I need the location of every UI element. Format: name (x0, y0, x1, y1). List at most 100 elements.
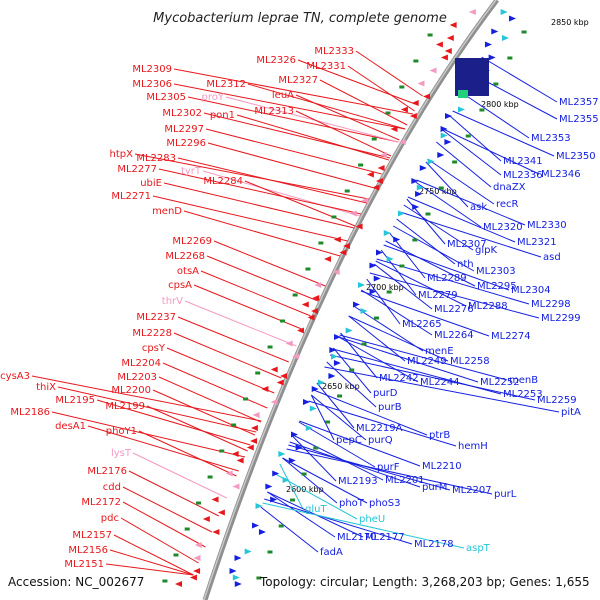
plus-strand-gene-27[interactable] (444, 139, 452, 145)
plus-strand-gene-24[interactable] (440, 126, 448, 132)
gene-label-ml2306[interactable]: ML2306 (132, 79, 172, 90)
gene-label-ml2237[interactable]: ML2237 (136, 312, 176, 323)
gene-label-ml2303[interactable]: ML2303 (476, 266, 516, 277)
minus-strand-gene-3[interactable] (449, 22, 457, 28)
gene-label-ml2309[interactable]: ML2309 (132, 64, 172, 75)
gene-label-ml2276[interactable]: ML2276 (434, 304, 474, 315)
gene-label-ml2176[interactable]: ML2176 (87, 466, 127, 477)
gene-label-ml2177[interactable]: ML2177 (365, 532, 405, 543)
minus-strand-gene-63[interactable] (311, 308, 319, 314)
minus-strand-gene-116[interactable] (175, 581, 183, 587)
gene-label-pheu[interactable]: pheU (359, 514, 385, 525)
minus-strand-gene-89[interactable] (246, 444, 254, 451)
gene-label-ml2341[interactable]: ML2341 (503, 156, 543, 167)
gene-label-pdc[interactable]: pdc (101, 513, 119, 524)
plus-strand-gene-22[interactable] (445, 113, 453, 119)
plus-strand-gene-41[interactable] (412, 204, 420, 210)
gene-label-cdd[interactable]: cdd (103, 482, 121, 493)
gene-label-ml2265[interactable]: ML2265 (402, 319, 442, 330)
gene-label-phoy1[interactable]: phoY1 (106, 426, 137, 437)
gene-label-ml2355[interactable]: ML2355 (559, 114, 599, 125)
plus-strand-gene-45[interactable] (383, 230, 391, 236)
plus-strand-gene-92[interactable] (288, 457, 296, 464)
plus-strand-gene-86[interactable] (291, 431, 299, 438)
gene-label-purm[interactable]: purM (422, 482, 447, 493)
plus-strand-gene-96[interactable] (282, 477, 290, 483)
plus-strand-gene-2[interactable] (509, 15, 517, 22)
minus-strand-gene-9[interactable] (444, 48, 452, 54)
plus-strand-gene-84[interactable] (305, 425, 313, 431)
gene-label-ml2219a[interactable]: ML2219A (356, 423, 403, 434)
minus-strand-gene-50[interactable] (339, 249, 347, 256)
gene-label-ml2299[interactable]: ML2299 (541, 313, 581, 324)
minus-strand-gene-100[interactable] (211, 496, 219, 503)
gene-label-ml2269[interactable]: ML2269 (172, 236, 212, 247)
gene-label-ml2312[interactable]: ML2312 (206, 79, 246, 90)
plus-strand-gene-56[interactable] (357, 282, 365, 288)
plus-strand-gene-5[interactable] (501, 35, 509, 41)
minus-strand-gene-71[interactable] (292, 353, 300, 360)
minus-strand-gene-114[interactable] (189, 574, 197, 581)
plus-strand-gene-74[interactable] (328, 373, 336, 379)
gene-label-dnazx[interactable]: dnaZX (493, 182, 526, 193)
minus-strand-gene-47[interactable] (333, 236, 341, 243)
gene-label-purb[interactable]: purB (378, 402, 402, 413)
gene-label-phos3[interactable]: phoS3 (369, 498, 401, 509)
gene-label-ml2172[interactable]: ML2172 (81, 497, 121, 508)
gene-label-ubie[interactable]: ubiE (140, 178, 162, 189)
plus-strand-gene-49[interactable] (376, 249, 384, 256)
minus-strand-gene-102[interactable] (217, 509, 225, 516)
plus-strand-gene-4[interactable] (491, 28, 499, 35)
minus-strand-gene-28[interactable] (398, 139, 406, 145)
minus-strand-gene-107[interactable] (194, 542, 202, 548)
plus-strand-gene-31[interactable] (427, 158, 435, 165)
gene-label-ml2296[interactable]: ML2296 (166, 138, 206, 149)
minus-strand-gene-44[interactable] (355, 223, 363, 230)
gene-label-ml2259[interactable]: ML2259 (537, 395, 577, 406)
gene-label-ml2203[interactable]: ML2203 (117, 372, 157, 383)
gene-label-ml2201[interactable]: ML2201 (385, 475, 425, 486)
minus-strand-gene-112[interactable] (193, 568, 201, 574)
gene-label-ml2346[interactable]: ML2346 (541, 169, 581, 180)
gene-label-ml2307[interactable]: ML2307 (447, 239, 487, 250)
gene-label-ml2283[interactable]: ML2283 (136, 153, 176, 164)
gene-label-ml2326[interactable]: ML2326 (256, 55, 296, 66)
gene-label-ml2207[interactable]: ML2207 (452, 485, 492, 496)
gene-label-fada[interactable]: fadA (320, 547, 343, 558)
plus-strand-gene-70[interactable] (331, 353, 339, 360)
minus-strand-gene-48[interactable] (342, 243, 350, 249)
minus-strand-gene-23[interactable] (409, 113, 417, 119)
gene-label-ml2200[interactable]: ML2200 (111, 385, 151, 396)
gene-label-glpk[interactable]: glpK (475, 245, 497, 256)
plus-strand-gene-111[interactable] (229, 568, 237, 574)
plus-strand-gene-76[interactable] (317, 379, 325, 386)
minus-strand-gene-85[interactable] (250, 425, 258, 431)
gene-label-ml2170[interactable]: ML2170 (337, 532, 377, 543)
gene-label-phot[interactable]: phoT (339, 498, 365, 509)
gene-label-ml2258[interactable]: ML2258 (450, 356, 490, 367)
minus-strand-gene-91[interactable] (231, 451, 239, 457)
minus-strand-gene-38[interactable] (372, 184, 380, 191)
gene-label-ml2321[interactable]: ML2321 (517, 237, 557, 248)
minus-strand-gene-103[interactable] (202, 516, 210, 522)
minus-strand-gene-21[interactable] (400, 106, 408, 113)
gene-label-ml2305[interactable]: ML2305 (146, 92, 186, 103)
plus-strand-gene-101[interactable] (255, 503, 263, 509)
gene-label-ml2333[interactable]: ML2333 (314, 46, 354, 57)
gene-label-tyrt[interactable]: tyrT (181, 166, 202, 177)
gene-label-ml2157[interactable]: ML2157 (72, 530, 112, 541)
gene-label-ml2199[interactable]: ML2199 (105, 401, 145, 412)
gene-label-ml2295[interactable]: ML2295 (477, 281, 517, 292)
gene-label-ml2304[interactable]: ML2304 (511, 285, 551, 296)
gene-label-ml2327[interactable]: ML2327 (278, 75, 318, 86)
plus-strand-gene-72[interactable] (333, 360, 341, 366)
plus-strand-gene-20[interactable] (458, 106, 466, 113)
minus-strand-gene-25[interactable] (390, 126, 398, 132)
gene-label-proy[interactable]: proY (202, 92, 225, 103)
gene-label-ml2288[interactable]: ML2288 (468, 301, 508, 312)
minus-strand-gene-19[interactable] (411, 100, 419, 106)
minus-strand-gene-75[interactable] (280, 373, 288, 379)
plus-strand-gene-55[interactable] (373, 275, 381, 282)
dense-gene-cluster[interactable] (455, 58, 489, 96)
plus-strand-gene-115[interactable] (234, 581, 242, 587)
